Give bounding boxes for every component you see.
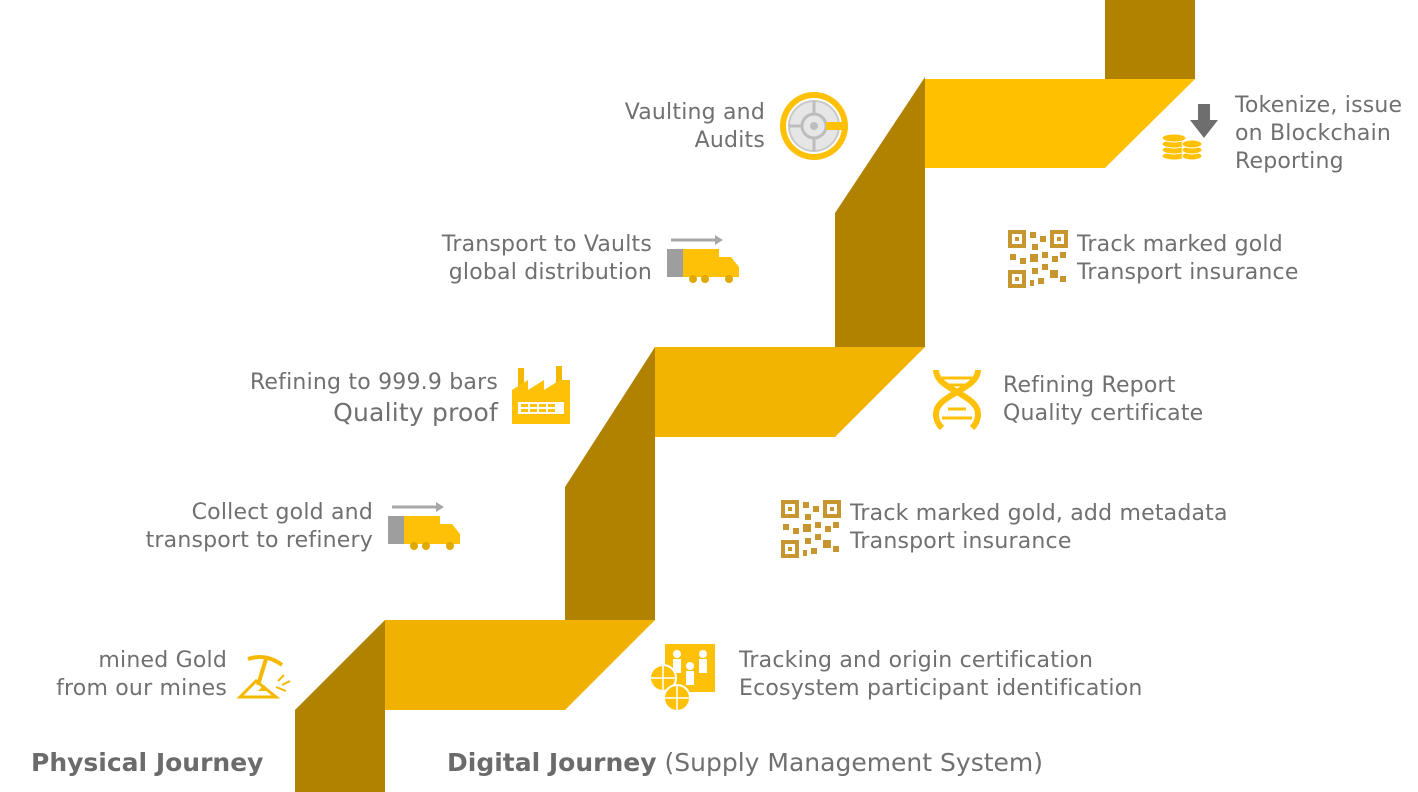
truck-icon xyxy=(388,502,460,550)
ribbon-riser-2 xyxy=(565,347,655,620)
digital-journey-subtitle: (Supply Management System) xyxy=(664,748,1044,777)
physical-step-5-label: Vaulting and Audits xyxy=(624,100,765,153)
physical-step-3-label: Refining to 999.9 bars Quality proof xyxy=(249,370,498,427)
ribbon-riser-4 xyxy=(1105,0,1195,79)
truck-icon xyxy=(667,235,739,283)
physical-journey-title: Physical Journey xyxy=(31,748,263,778)
digital-step-5-label: Tokenize, issue on Blockchain Reporting xyxy=(1235,93,1403,174)
ribbon-riser-1 xyxy=(295,620,385,792)
dna-icon xyxy=(932,369,982,430)
coins-download-icon xyxy=(1161,104,1218,161)
digital-step-3-label: Refining Report Quality certificate xyxy=(1003,373,1204,426)
physical-step-2-label: Collect gold and transport to refinery xyxy=(145,500,373,553)
factory-icon xyxy=(512,366,570,424)
ribbon-step-1 xyxy=(385,620,655,710)
ribbon-step-3 xyxy=(925,79,1195,168)
ribbon-riser-3 xyxy=(835,77,925,347)
digital-journey-title: Digital Journey (Supply Management Syste… xyxy=(447,748,1043,778)
pickaxe-icon xyxy=(236,655,291,699)
qr-code-icon xyxy=(781,500,841,558)
digital-step-1-label: Tracking and origin certification Ecosys… xyxy=(739,648,1143,701)
qr-code-icon xyxy=(1008,230,1068,288)
people-globe-icon xyxy=(649,644,715,712)
vault-icon xyxy=(780,92,848,160)
physical-step-1-label: mined Gold from our mines xyxy=(56,648,227,701)
physical-step-4-label: Transport to Vaults global distribution xyxy=(441,232,652,285)
digital-step-2-label: Track marked gold, add metadata Transpor… xyxy=(850,501,1228,554)
digital-journey-label: Digital Journey xyxy=(447,748,657,777)
digital-step-4-label: Track marked gold Transport insurance xyxy=(1077,232,1299,285)
physical-journey-label: Physical Journey xyxy=(31,748,264,777)
ribbon-step-2 xyxy=(655,347,925,437)
